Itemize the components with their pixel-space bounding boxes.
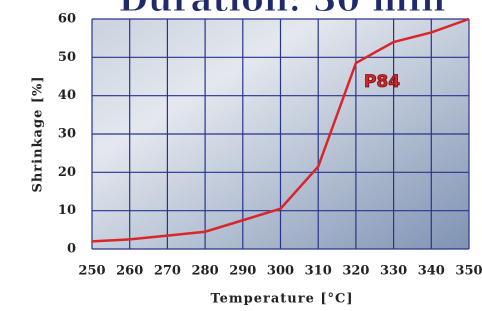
x-tick-label: 300: [267, 264, 294, 279]
chart: Duration: 30 min Temperature [°C] Shrink…: [0, 0, 482, 311]
x-tick-label: 320: [342, 264, 369, 279]
y-tick-label: 10: [58, 203, 76, 218]
y-axis-label: Shrinkage [%]: [31, 75, 46, 192]
x-tick-label: 260: [116, 264, 143, 279]
x-axis-label: Temperature [°C]: [210, 292, 353, 307]
x-tick-label: 280: [192, 264, 219, 279]
y-tick-label: 30: [58, 127, 76, 142]
y-tick-label: 20: [58, 165, 76, 180]
series-label: P84: [364, 72, 400, 92]
x-tick-label: 330: [380, 264, 407, 279]
y-tick-label: 60: [58, 12, 76, 27]
x-tick-label: 340: [418, 264, 445, 279]
x-tick-label: 310: [305, 264, 332, 279]
y-tick-label: 0: [67, 242, 76, 257]
x-tick-label: 270: [154, 264, 181, 279]
y-tick-label: 40: [58, 88, 76, 103]
chart-title: Duration: 30 min: [118, 0, 445, 20]
x-tick-label: 290: [229, 264, 256, 279]
x-tick-label: 250: [78, 264, 105, 279]
x-tick-label: 350: [455, 264, 482, 279]
y-tick-label: 50: [58, 50, 76, 65]
